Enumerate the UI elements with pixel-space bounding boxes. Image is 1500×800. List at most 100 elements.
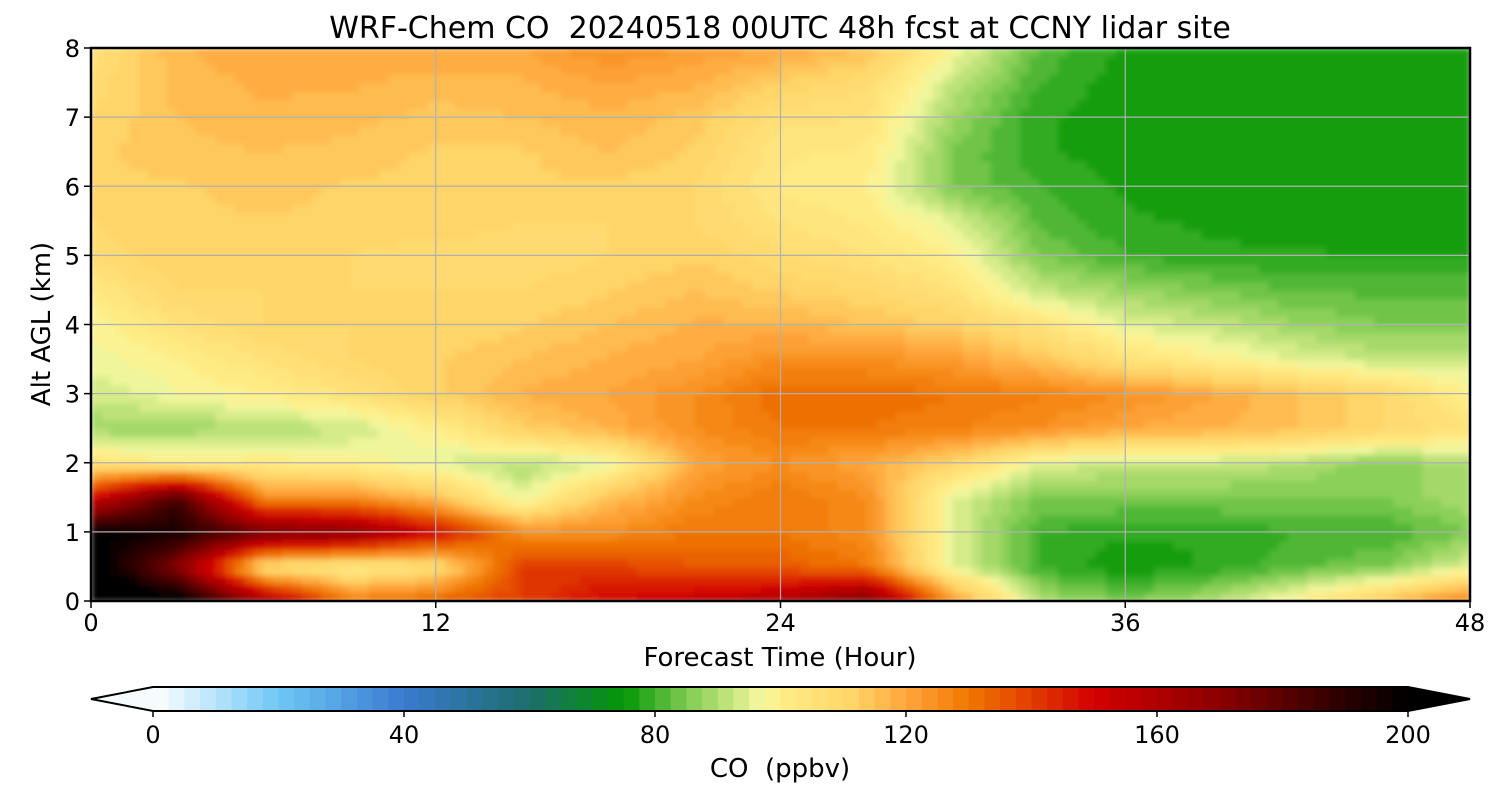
field-cell: [1422, 583, 1433, 594]
field-cell: [837, 333, 849, 343]
field-cell: [933, 315, 945, 326]
field-cell: [244, 367, 255, 378]
field-cell: [904, 540, 916, 550]
field-cell: [981, 583, 992, 594]
field-cell: [1019, 549, 1031, 559]
field-cell: [311, 402, 322, 412]
field-cell: [292, 523, 303, 533]
field-cell: [1240, 350, 1251, 360]
field-cell: [1163, 324, 1174, 334]
field-cell: [1039, 445, 1050, 455]
field-cell: [158, 350, 169, 360]
field-cell: [1221, 384, 1232, 395]
field-cell: [263, 428, 274, 438]
field-cell: [445, 376, 456, 386]
field-cell: [215, 462, 226, 473]
field-cell: [924, 393, 935, 404]
field-cell: [560, 480, 571, 490]
field-cell: [828, 531, 839, 542]
field-cell: [790, 514, 801, 525]
field-cell: [1096, 583, 1107, 594]
field-cell: [684, 523, 696, 533]
field-cell: [569, 480, 581, 490]
field-cell: [1058, 514, 1069, 525]
field-cell: [962, 488, 973, 499]
field-cell: [292, 393, 303, 404]
field-cell: [1393, 454, 1404, 464]
field-cell: [1182, 549, 1194, 559]
field-cell: [1345, 359, 1356, 369]
field-cell: [1134, 583, 1146, 594]
field-cell: [1297, 315, 1309, 326]
field-cell: [1058, 436, 1069, 447]
field-cell: [1125, 359, 1136, 369]
field-cell: [512, 419, 523, 429]
field-cell: [790, 307, 801, 317]
field-cell: [1115, 324, 1127, 334]
field-cell: [1201, 592, 1213, 601]
field-cell: [474, 410, 485, 421]
field-cell: [837, 350, 849, 360]
field-cell: [1345, 333, 1356, 343]
field-cell: [196, 454, 207, 464]
field-cell: [1221, 341, 1232, 352]
field-cell: [263, 436, 274, 447]
field-cell: [665, 324, 676, 334]
field-cell: [435, 393, 447, 404]
field-cell: [1450, 315, 1462, 326]
field-cell: [761, 402, 772, 412]
field-cell: [837, 307, 849, 317]
field-cell: [1374, 410, 1385, 421]
field-cell: [818, 480, 830, 490]
field-cell: [972, 359, 983, 369]
field-cell: [1431, 350, 1443, 360]
field-cell: [1268, 445, 1280, 455]
field-cell: [895, 488, 906, 499]
field-cell: [1086, 445, 1098, 455]
field-cell: [1355, 384, 1366, 395]
field-cell: [684, 428, 696, 438]
field-cell: [656, 583, 667, 594]
field-cell: [148, 341, 159, 352]
field-cell: [1048, 566, 1060, 576]
field-cell: [531, 531, 542, 542]
field-cell: [311, 367, 322, 378]
field-cell: [1211, 497, 1222, 507]
field-cell: [435, 592, 447, 601]
field-cell: [215, 575, 226, 585]
field-cell: [1460, 359, 1470, 369]
field-cell: [330, 462, 341, 473]
field-cell: [1144, 557, 1155, 568]
field-cell: [579, 514, 590, 525]
field-cell: [809, 514, 820, 525]
field-cell: [914, 505, 925, 516]
field-cell: [1010, 583, 1021, 594]
field-cell: [349, 324, 360, 334]
field-cell: [474, 402, 485, 412]
field-cell: [177, 514, 188, 525]
field-cell: [780, 505, 791, 516]
field-cell: [1058, 566, 1069, 576]
field-cell: [828, 393, 839, 404]
field-cell: [1441, 566, 1452, 576]
field-cell: [828, 367, 839, 378]
field-cell: [1019, 488, 1031, 499]
field-cell: [138, 393, 150, 404]
field-cell: [272, 350, 284, 360]
field-cell: [292, 583, 303, 594]
field-cell: [1316, 350, 1328, 360]
field-cell: [148, 471, 159, 481]
field-cell: [244, 540, 255, 550]
field-cell: [493, 324, 504, 334]
field-cell: [962, 341, 973, 352]
field-cell: [129, 488, 140, 499]
field-cell: [1450, 410, 1462, 421]
field-cell: [1240, 488, 1251, 499]
field-cell: [407, 471, 418, 481]
field-cell: [924, 445, 935, 455]
field-cell: [646, 410, 657, 421]
field-cell: [1182, 324, 1194, 334]
field-cell: [263, 410, 274, 421]
field-cell: [656, 505, 667, 516]
field-cell: [349, 497, 360, 507]
